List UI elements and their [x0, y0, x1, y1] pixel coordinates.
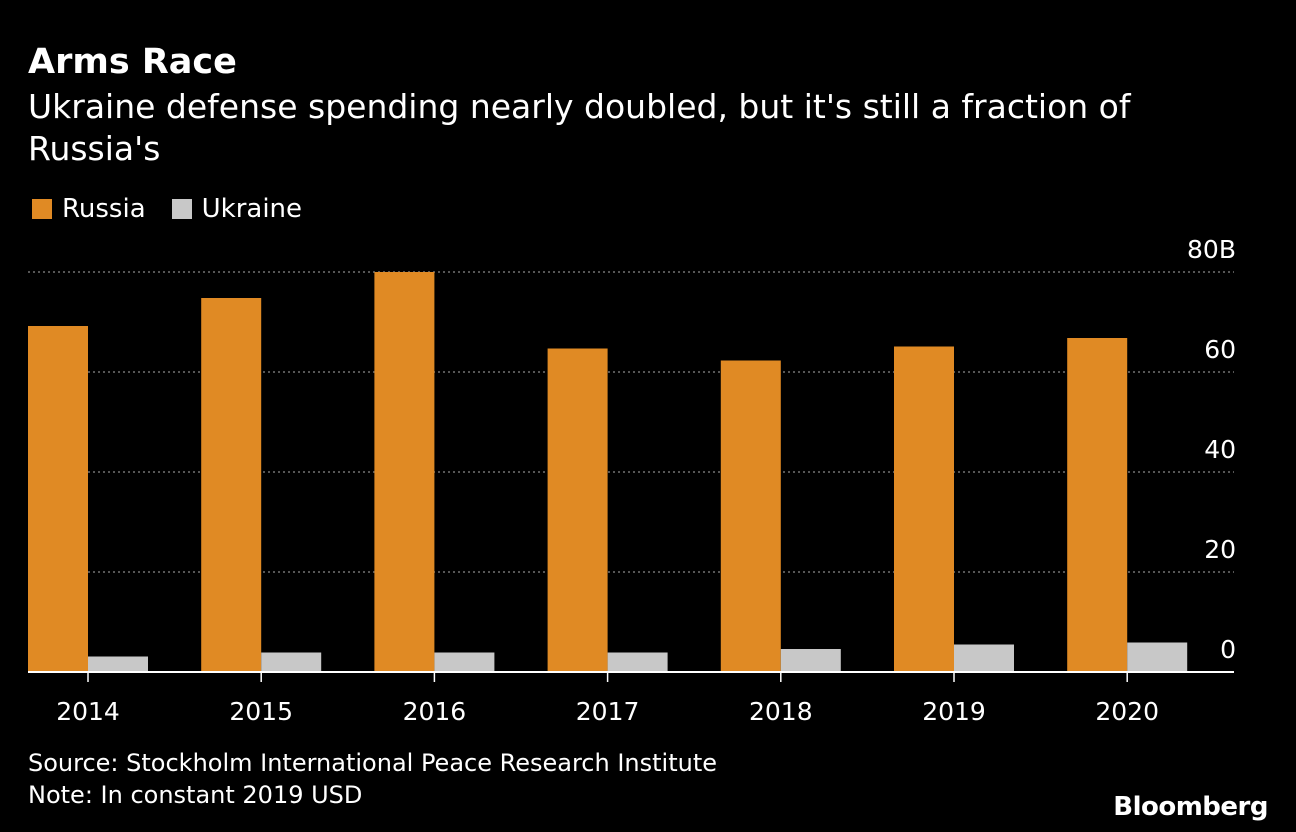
- bar-ukraine-2016: [434, 652, 495, 672]
- source-note: Source: Stockholm International Peace Re…: [28, 749, 718, 777]
- legend-item-russia: Russia: [32, 194, 146, 224]
- y-tick-label: 80B: [1187, 235, 1236, 264]
- x-tick-label: 2016: [403, 697, 467, 726]
- legend-label-ukraine: Ukraine: [201, 194, 303, 224]
- chart-title: Arms Race: [28, 42, 237, 82]
- bar-ukraine-2020: [1127, 642, 1188, 672]
- legend-label-russia: Russia: [62, 194, 146, 224]
- bar-russia-2014: [28, 326, 88, 672]
- bar-russia-2015: [201, 298, 262, 672]
- x-tick-label: 2014: [56, 697, 120, 726]
- bloomberg-logo: Bloomberg: [1113, 792, 1268, 822]
- bar-ukraine-2019: [954, 644, 1014, 672]
- bar-russia-2020: [1067, 338, 1128, 672]
- y-tick-label: 40: [1204, 435, 1236, 464]
- x-tick-label: 2018: [749, 697, 813, 726]
- bar-russia-2017: [547, 348, 608, 672]
- bar-russia-2016: [374, 272, 435, 672]
- chart-subtitle: Ukraine defense spending nearly doubled,…: [28, 87, 1131, 168]
- bar-russia-2019: [894, 346, 954, 672]
- bar-russia-2018: [720, 360, 781, 672]
- legend-swatch-ukraine: [171, 199, 192, 219]
- bar-ukraine-2017: [607, 652, 668, 672]
- y-tick-label: 60: [1204, 335, 1236, 364]
- bar-ukraine-2014: [88, 656, 148, 672]
- legend-swatch-russia: [32, 199, 52, 219]
- x-tick-label: 2019: [922, 697, 986, 726]
- bar-ukraine-2015: [261, 652, 322, 672]
- bar-ukraine-2018: [780, 649, 841, 672]
- x-tick-label: 2020: [1095, 697, 1159, 726]
- legend-item-ukraine: Ukraine: [171, 194, 303, 224]
- x-tick-label: 2017: [576, 697, 640, 726]
- y-tick-label: 0: [1220, 635, 1236, 664]
- y-tick-label: 20: [1204, 535, 1236, 564]
- x-tick-label: 2015: [229, 697, 293, 726]
- legend: Russia Ukraine: [32, 194, 328, 224]
- units-note: Note: In constant 2019 USD: [28, 781, 363, 809]
